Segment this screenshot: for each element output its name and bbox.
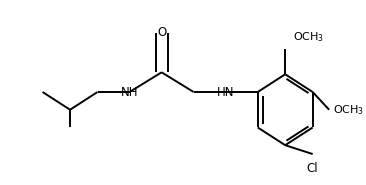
Text: OCH$_3$: OCH$_3$ <box>292 30 324 44</box>
Text: HN: HN <box>217 85 235 98</box>
Text: O: O <box>157 26 166 39</box>
Text: Cl: Cl <box>307 162 318 175</box>
Text: OCH$_3$: OCH$_3$ <box>333 103 364 117</box>
Text: NH: NH <box>121 85 138 98</box>
